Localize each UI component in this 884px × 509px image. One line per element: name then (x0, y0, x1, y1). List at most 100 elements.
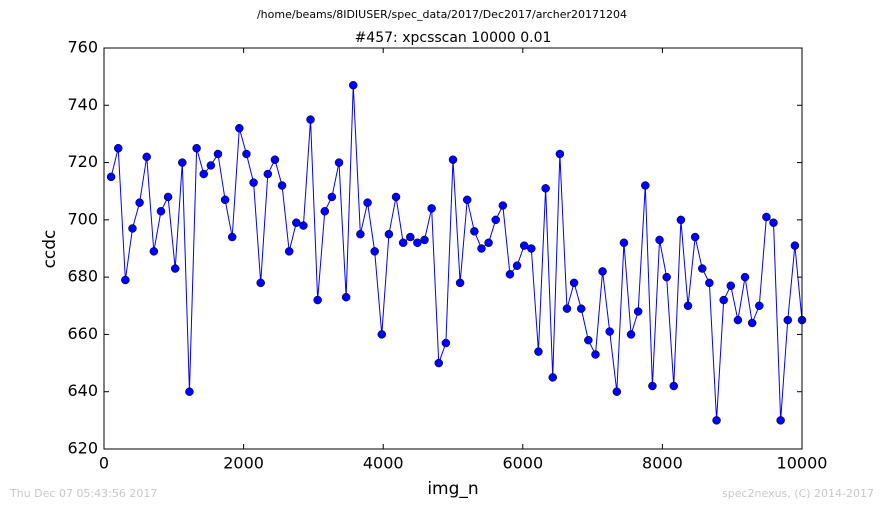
y-tick-label: 640 (67, 381, 98, 400)
data-point (377, 330, 387, 339)
data-point (284, 247, 294, 256)
data-point (384, 229, 394, 239)
x-axis-label: img_n (427, 479, 478, 499)
x-tick-label: 4000 (363, 454, 404, 473)
data-point (470, 227, 479, 236)
data-point (149, 247, 159, 256)
data-point (655, 235, 664, 245)
data-point (427, 204, 436, 213)
data-point (769, 218, 778, 227)
data-point (163, 192, 173, 202)
data-point (705, 278, 714, 288)
data-point (142, 152, 151, 162)
data-point (313, 295, 322, 305)
data-point (462, 195, 472, 205)
data-point (320, 207, 330, 216)
data-point (747, 318, 757, 328)
data-point (484, 238, 493, 248)
data-point (242, 149, 251, 159)
y-tick-label: 620 (67, 439, 98, 458)
data-point (156, 207, 166, 216)
data-line (110, 85, 803, 421)
data-point (192, 144, 201, 153)
data-point (292, 218, 301, 227)
data-point (662, 272, 671, 282)
data-point (498, 201, 508, 210)
data-point (719, 295, 728, 305)
data-point (783, 315, 793, 325)
chart-title: #457: xpcsscan 10000 0.01 (355, 30, 552, 46)
data-point (128, 224, 137, 233)
y-tick-label: 720 (67, 152, 98, 171)
x-tick-label: 6000 (502, 454, 543, 473)
data-point (227, 232, 237, 242)
data-point (370, 247, 379, 256)
plot-frame (103, 47, 803, 450)
data-point (213, 149, 223, 159)
data-point (669, 381, 679, 391)
data-point (690, 232, 700, 242)
data-point (740, 272, 750, 282)
data-point (434, 358, 444, 368)
data-point (413, 238, 422, 248)
data-point (712, 416, 721, 425)
data-point (762, 212, 771, 222)
data-point (698, 264, 707, 273)
data-point (555, 149, 565, 159)
y-tick-label: 700 (67, 209, 98, 228)
data-point (584, 335, 593, 345)
data-point (541, 184, 550, 193)
data-point (569, 278, 579, 288)
data-point (612, 387, 622, 396)
data-point (676, 215, 686, 225)
y-axis-label: ccdc (40, 230, 60, 269)
data-point (270, 155, 280, 164)
data-point (477, 244, 486, 253)
data-point (235, 123, 244, 133)
data-point (420, 235, 429, 245)
data-point (591, 350, 600, 359)
data-point (512, 261, 522, 270)
data-point (505, 270, 515, 279)
x-tick-label: 2000 (223, 454, 264, 473)
data-point (220, 195, 230, 205)
x-tick-label: 8000 (642, 454, 683, 473)
data-point (256, 278, 265, 288)
data-point (755, 301, 764, 311)
data-point (519, 241, 529, 250)
data-point (448, 155, 458, 164)
data-point (398, 238, 408, 248)
y-tick-label: 660 (67, 324, 98, 343)
y-tick-label: 680 (67, 267, 98, 286)
data-point (334, 158, 344, 167)
data-point (135, 198, 144, 207)
data-point (327, 192, 337, 202)
data-point (548, 373, 557, 382)
data-point (605, 327, 614, 336)
data-point (648, 381, 657, 391)
data-point (619, 238, 629, 248)
data-point (633, 307, 643, 316)
data-point (113, 144, 123, 153)
y-tick-label: 760 (67, 38, 98, 57)
x-tick-label: 10000 (777, 454, 828, 473)
data-point (206, 161, 216, 170)
data-point (306, 115, 315, 124)
data-point (683, 301, 693, 311)
x-tick-label: 0 (99, 454, 109, 473)
data-point (349, 80, 358, 90)
data-point (733, 315, 743, 325)
data-point (299, 221, 308, 230)
data-point (277, 181, 287, 190)
data-point (185, 387, 194, 396)
footer-right: spec2nexus, (C) 2014-2017 (722, 487, 874, 500)
data-point (598, 267, 607, 276)
data-point (776, 416, 785, 425)
data-point (341, 292, 351, 302)
data-point (491, 215, 500, 225)
footer-left: Thu Dec 07 05:43:56 2017 (9, 487, 157, 500)
data-point (441, 338, 451, 348)
data-point (363, 198, 372, 207)
